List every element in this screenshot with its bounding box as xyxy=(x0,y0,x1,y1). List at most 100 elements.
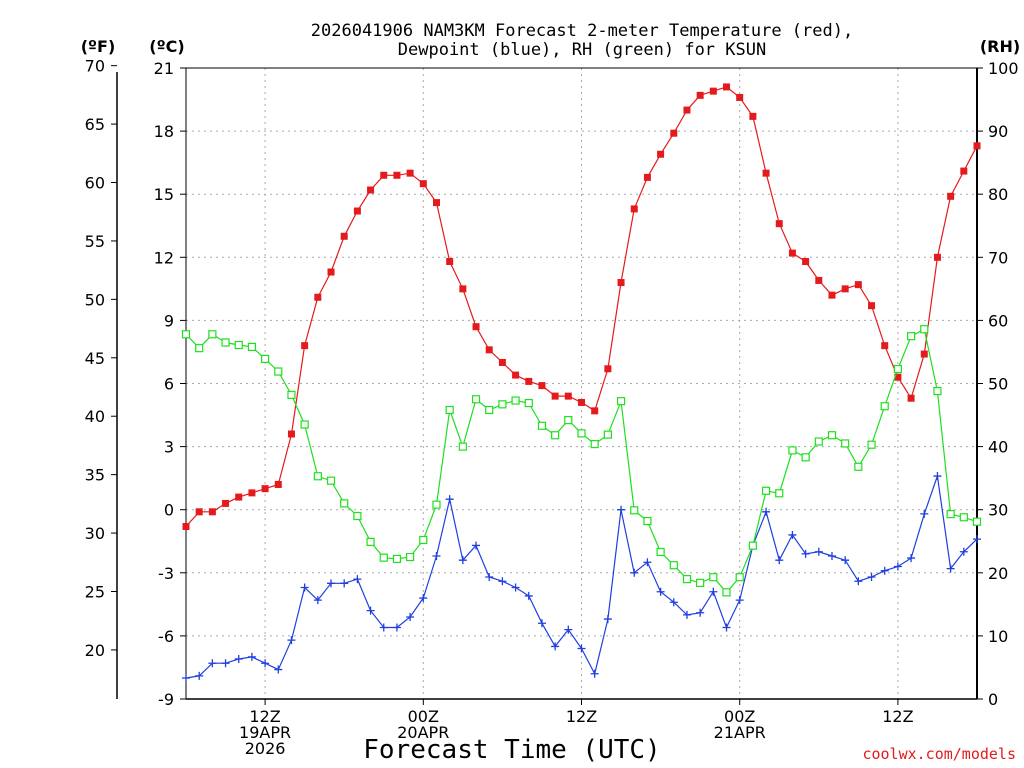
temperature-point xyxy=(578,398,585,406)
rh-point xyxy=(643,516,652,526)
dewpoint-point xyxy=(392,623,401,632)
rh-point xyxy=(841,439,850,448)
temperature-point xyxy=(485,346,493,354)
dewpoint-point xyxy=(366,606,375,615)
series-layer xyxy=(181,83,982,682)
fahrenheit-tick-label: 55 xyxy=(85,232,105,251)
rh-point xyxy=(577,429,586,438)
dewpoint-point xyxy=(959,547,968,556)
temperature-point xyxy=(353,207,361,215)
celsius-tick-label: 15 xyxy=(154,185,174,204)
dewpoint-point xyxy=(498,577,507,586)
rh-point xyxy=(630,506,639,515)
temperature-point xyxy=(960,167,968,175)
temperature-point xyxy=(762,169,770,177)
rh-point xyxy=(498,400,507,409)
dewpoint-point xyxy=(353,575,362,584)
temperature-point xyxy=(261,485,269,493)
fahrenheit-tick-label: 25 xyxy=(85,582,105,601)
dewpoint-point xyxy=(788,530,797,539)
dewpoint-point xyxy=(485,573,494,582)
rh-point xyxy=(761,486,771,495)
rh-point xyxy=(353,511,362,521)
rh-point xyxy=(906,332,916,341)
fahrenheit-tick-label: 45 xyxy=(85,349,105,368)
temperature-point xyxy=(195,508,203,516)
rh-point xyxy=(603,430,612,439)
temperature-point xyxy=(287,430,295,438)
dewpoint-point xyxy=(709,587,718,596)
temperature-point xyxy=(498,358,506,366)
dewpoint-point xyxy=(841,556,850,565)
temperature-point xyxy=(868,302,876,310)
temperature-point xyxy=(920,350,928,358)
dewpoint-point xyxy=(379,623,388,632)
dewpoint-point xyxy=(590,669,599,678)
rh-point xyxy=(946,510,955,519)
temperature-point xyxy=(841,285,849,293)
rh-point xyxy=(893,364,903,374)
rh-point xyxy=(854,462,863,471)
rh-point xyxy=(313,472,322,481)
rh-point xyxy=(748,541,757,550)
x-axis-label: Forecast Time (UTC) xyxy=(363,735,660,765)
temperature-point xyxy=(696,91,704,99)
rh-unit-label: (RH) xyxy=(980,37,1020,56)
temperature-point xyxy=(947,192,955,200)
celsius-tick-label: 6 xyxy=(164,375,174,394)
rh-point xyxy=(458,442,467,451)
rh-point xyxy=(406,552,415,562)
temperature-point xyxy=(340,232,348,240)
rh-tick-label: 80 xyxy=(988,185,1008,204)
rh-point xyxy=(709,573,718,582)
temperature-point xyxy=(432,199,440,207)
temperature-point xyxy=(446,258,454,266)
dewpoint-point xyxy=(458,556,467,565)
dewpoint-point xyxy=(814,547,823,556)
rh-point xyxy=(261,354,270,363)
temperature-point xyxy=(630,205,638,213)
temperature-point xyxy=(525,377,533,385)
temperature-point xyxy=(367,186,375,194)
dewpoint-point xyxy=(630,568,639,577)
dewpoint-point xyxy=(221,659,230,668)
rh-point xyxy=(735,573,744,582)
temperature-point xyxy=(314,293,322,301)
rh-point xyxy=(656,547,665,557)
rh-point xyxy=(392,554,402,564)
rh-point xyxy=(880,402,889,411)
dewpoint-point xyxy=(182,673,190,682)
temperature-point xyxy=(854,281,862,289)
dewpoint-point xyxy=(274,665,283,674)
temperature-point xyxy=(709,87,717,95)
2-meter-temperature-series xyxy=(182,83,981,531)
temperature-point xyxy=(643,173,651,181)
temperature-point xyxy=(736,93,744,101)
dewpoint-point xyxy=(973,535,981,544)
temperature-point xyxy=(973,142,981,150)
rh-tick-label: 100 xyxy=(988,59,1019,78)
rh-point xyxy=(234,340,243,350)
rh-point xyxy=(485,405,494,415)
rh-point xyxy=(379,553,388,562)
temperature-point xyxy=(393,171,401,179)
dewpoint-point xyxy=(432,551,441,560)
dewpoint-point xyxy=(537,619,546,628)
dewpoint-point xyxy=(762,507,771,516)
title-line-1: 2026041906 NAM3KM Forecast 2-meter Tempe… xyxy=(311,21,853,41)
rh-point xyxy=(696,578,705,587)
rh-point xyxy=(814,437,823,446)
celsius-unit-label: (ºC) xyxy=(149,37,184,56)
temperature-point xyxy=(828,291,836,299)
rh-point xyxy=(287,390,296,399)
fahrenheit-tick-label: 50 xyxy=(85,290,105,309)
dewpoint-point xyxy=(617,505,626,514)
celsius-tick-label: 9 xyxy=(164,311,174,330)
rh-point xyxy=(590,439,599,449)
rh-point xyxy=(221,338,230,347)
celsius-tick-label: 3 xyxy=(164,438,174,457)
rh-point xyxy=(300,420,309,429)
celsius-tick-label: -6 xyxy=(158,627,174,646)
rh-point xyxy=(788,446,797,455)
dewpoint-point xyxy=(907,554,916,563)
